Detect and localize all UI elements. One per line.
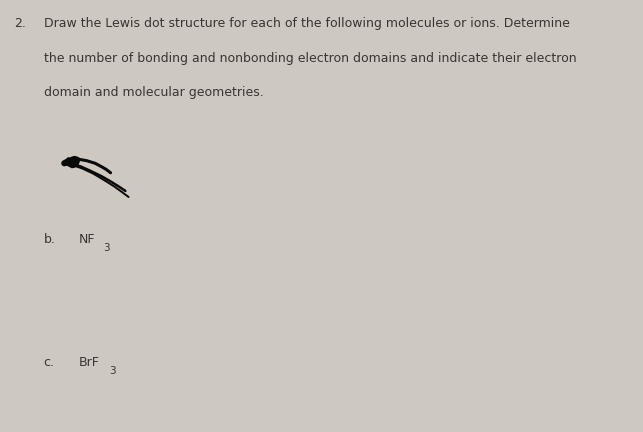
Text: 3: 3: [109, 366, 115, 376]
Text: Draw the Lewis dot structure for each of the following molecules or ions. Determ: Draw the Lewis dot structure for each of…: [44, 17, 570, 30]
Text: 3: 3: [104, 243, 110, 253]
Polygon shape: [66, 160, 77, 168]
Text: the number of bonding and nonbonding electron domains and indicate their electro: the number of bonding and nonbonding ele…: [44, 52, 576, 65]
Text: c.: c.: [44, 356, 55, 369]
Text: 2.: 2.: [14, 17, 26, 30]
Text: b.: b.: [44, 233, 55, 246]
Text: NF: NF: [79, 233, 96, 246]
Text: BrF: BrF: [79, 356, 100, 369]
Text: domain and molecular geometries.: domain and molecular geometries.: [44, 86, 264, 99]
